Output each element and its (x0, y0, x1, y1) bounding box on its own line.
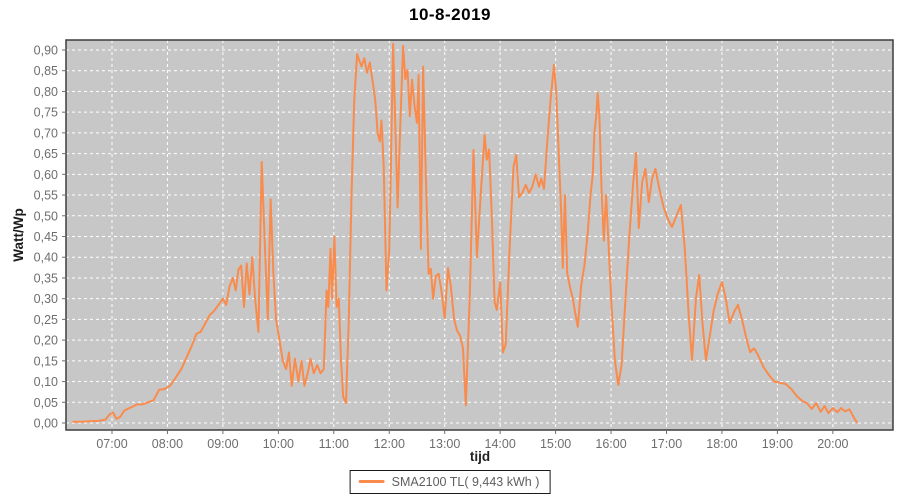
legend-label: SMA2100 TL( 9,443 kWh ) (391, 474, 540, 489)
x-tick-label: 11:00 (319, 437, 349, 451)
x-tick-label: 19:00 (762, 437, 793, 451)
y-tick-label: 0,70 (34, 126, 58, 140)
y-tick-label: 0,85 (34, 64, 58, 78)
x-tick-label: 18:00 (706, 437, 737, 451)
y-tick-label: 0,75 (34, 106, 58, 120)
y-tick-label: 0,80 (34, 85, 58, 99)
plot-border (65, 39, 894, 431)
y-tick-label: 0,50 (34, 209, 58, 223)
x-tick-label: 13:00 (429, 437, 460, 451)
x-tick-label: 09:00 (207, 437, 238, 451)
y-tick-label: 0,20 (34, 334, 58, 348)
x-tick-label: 12:00 (374, 437, 405, 451)
y-tick-label: 0,35 (34, 271, 58, 285)
y-tick-label: 0,60 (34, 168, 58, 182)
y-tick-label: 0,45 (34, 230, 58, 244)
y-tick-label: 0,00 (34, 417, 58, 431)
legend: SMA2100 TL( 9,443 kWh ) (349, 470, 551, 494)
y-axis-title: Watt/Wp (11, 208, 26, 262)
y-tick-label: 0,90 (34, 44, 58, 58)
x-tick-label: 20:00 (817, 437, 848, 451)
x-tick-label: 07:00 (96, 437, 127, 451)
plot-background (66, 40, 893, 430)
x-tick-label: 15:00 (540, 437, 571, 451)
x-axis-title: tijd (469, 449, 491, 464)
y-tick-label: 0,10 (34, 375, 58, 389)
x-tick-label: 10:00 (263, 437, 294, 451)
x-tick-label: 16:00 (595, 437, 626, 451)
series-line (72, 42, 858, 424)
chart-title: 10-8-2019 (408, 5, 491, 24)
y-tick-label: 0,15 (34, 354, 58, 368)
x-tick-label: 17:00 (651, 437, 682, 451)
y-tick-label: 0,25 (34, 313, 58, 327)
x-tick-label: 14:00 (485, 437, 516, 451)
y-tick-label: 0,30 (34, 292, 58, 306)
y-tick-label: 0,40 (34, 251, 58, 265)
y-tick-label: 0,55 (34, 189, 58, 203)
y-tick-label: 0,65 (34, 147, 58, 161)
x-tick-label: 08:00 (152, 437, 183, 451)
legend-line-swatch (358, 480, 385, 483)
y-tick-label: 0,05 (34, 396, 58, 410)
